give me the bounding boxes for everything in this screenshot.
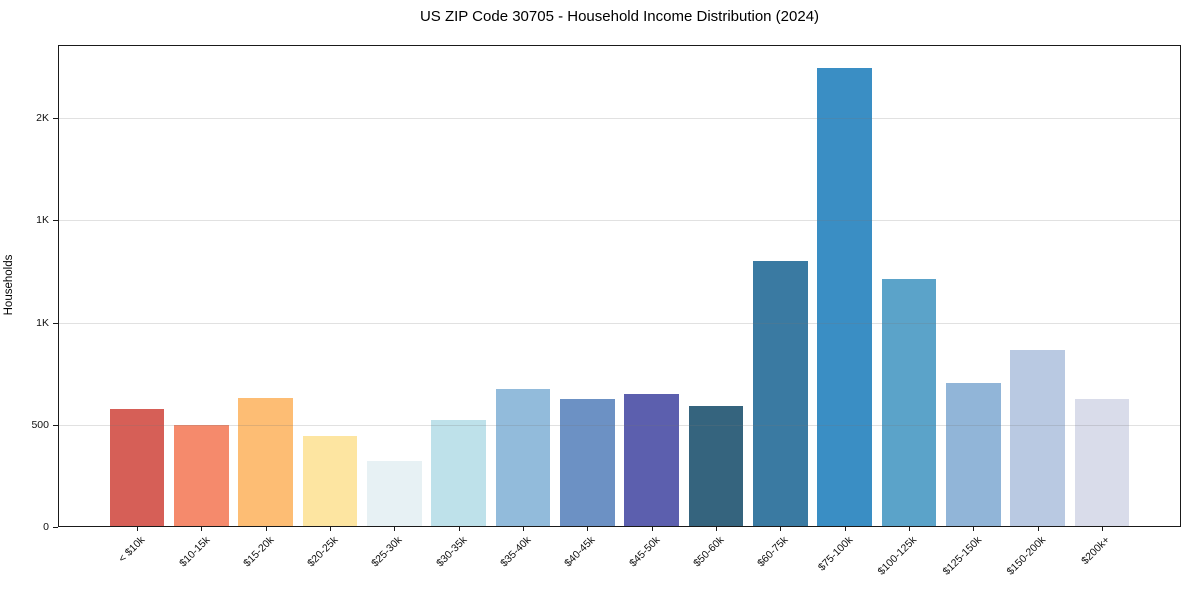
bars-row: < $10k $10-15k $15-20k $20-25k $25-30k $30-35…	[59, 46, 1180, 578]
bar-column: $25-30k	[362, 46, 426, 569]
x-tick-label: < $10k	[116, 534, 148, 565]
y-tick	[53, 322, 58, 324]
bar	[367, 461, 422, 526]
x-tick-label: $10-15k	[176, 534, 212, 570]
bar-column: $45-50k	[620, 46, 684, 569]
bar	[945, 382, 1001, 526]
x-tick-label: $20-25k	[305, 534, 341, 570]
bar	[495, 388, 551, 526]
bar-column: $60-75k	[748, 46, 812, 569]
x-tick	[523, 526, 525, 531]
x-tick-label: $45-50k	[626, 534, 663, 570]
x-tick-label: $15-20k	[240, 534, 277, 570]
y-tick	[53, 220, 58, 222]
bar-column: < $10k	[105, 46, 169, 565]
x-tick	[458, 526, 460, 531]
x-tick-label: $150-200k	[1004, 534, 1049, 578]
y-axis-label: Households	[3, 254, 15, 316]
bar	[752, 260, 808, 526]
x-tick-label: $200k+	[1079, 534, 1113, 568]
bar	[302, 436, 358, 526]
x-tick	[780, 526, 782, 531]
bar	[431, 420, 487, 526]
bar-column: $30-35k	[427, 46, 491, 569]
x-tick	[844, 526, 846, 531]
x-tick	[201, 526, 203, 531]
x-tick	[394, 526, 396, 531]
x-tick-label: $35-40k	[498, 534, 534, 570]
y-tick-label: 1K	[36, 316, 49, 329]
bar-column: $20-25k	[298, 46, 362, 569]
bar-column: $200k+	[1070, 46, 1134, 567]
x-tick	[1037, 526, 1039, 531]
bar	[238, 397, 294, 526]
bar	[109, 408, 165, 526]
x-tick	[908, 526, 910, 531]
bar-column: $15-20k	[234, 46, 298, 569]
x-tick-label: $40-45k	[562, 534, 598, 570]
bar-column: $100-125k	[876, 46, 941, 578]
x-tick-label: $100-125k	[875, 534, 920, 578]
y-tick-label: 2K	[36, 112, 49, 125]
y-tick-label: 1K	[36, 214, 49, 227]
y-tick	[53, 118, 58, 120]
x-tick	[1101, 526, 1103, 531]
bar-column: $10-15k	[169, 46, 233, 569]
x-tick	[587, 526, 589, 531]
bar	[1074, 398, 1130, 526]
y-tick-label: 0	[43, 521, 49, 533]
chart-title: US ZIP Code 30705 - Household Income Dis…	[419, 8, 820, 25]
y-tick-label: 500	[31, 418, 49, 431]
x-tick	[330, 526, 332, 531]
x-tick	[265, 526, 267, 531]
bar	[560, 398, 615, 526]
bar	[174, 425, 229, 526]
plot-area: < $10k $10-15k $15-20k $20-25k $25-30k $30-35…	[58, 45, 1181, 578]
bar	[688, 406, 744, 526]
bar	[1010, 349, 1065, 526]
x-tick-label: $60-75k	[755, 534, 791, 570]
x-tick-label: $125-150k	[940, 534, 984, 578]
bar	[817, 68, 872, 526]
bar	[624, 393, 679, 526]
x-tick	[973, 526, 975, 531]
x-tick-label: $75-100k	[815, 534, 856, 574]
y-tick	[53, 424, 58, 426]
bar-column: $35-40k	[491, 46, 555, 569]
y-tick	[53, 527, 58, 528]
bar	[881, 278, 937, 526]
x-tick-label: $25-30k	[369, 534, 405, 570]
x-tick	[651, 526, 653, 531]
bar-column: $125-150k	[940, 46, 1005, 578]
bar-column: $75-100k	[812, 46, 876, 573]
x-tick-label: $30-35k	[433, 534, 470, 570]
x-tick	[715, 526, 717, 531]
x-tick-label: $50-60k	[691, 534, 727, 570]
bar-column: $50-60k	[684, 46, 748, 569]
x-tick	[137, 526, 139, 531]
bar-column: $150-200k	[1004, 46, 1069, 578]
bar-column: $40-45k	[555, 46, 619, 569]
